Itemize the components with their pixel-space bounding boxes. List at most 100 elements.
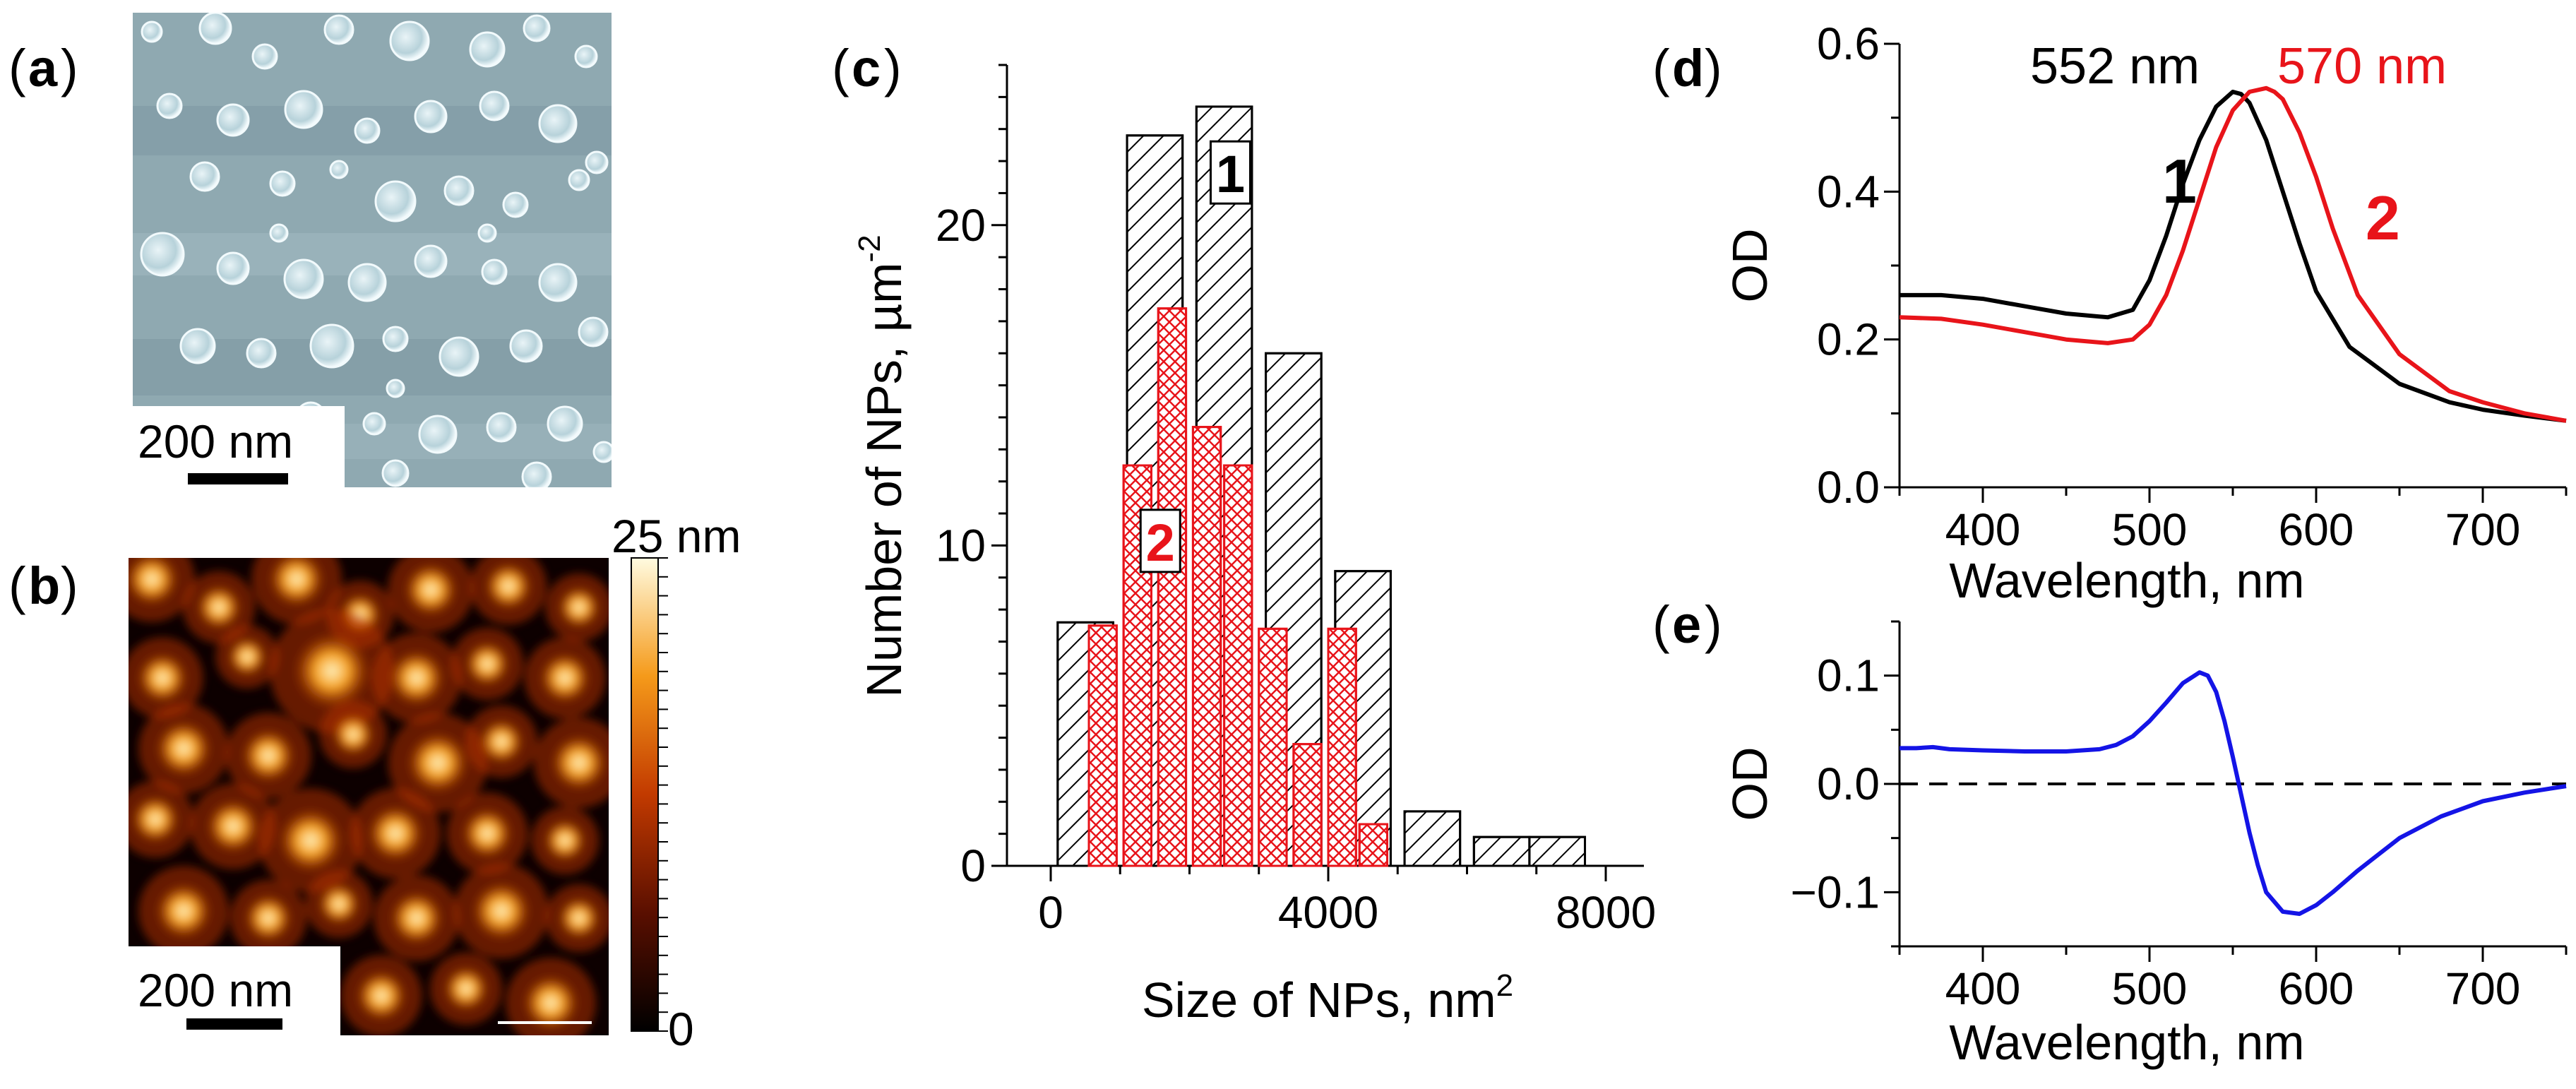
sem-particle	[140, 232, 185, 277]
svg-text:(: (	[8, 557, 26, 615]
series-label: 1	[2162, 146, 2197, 216]
scale-bar	[188, 473, 288, 484]
sem-particle	[269, 170, 296, 197]
afm-particle	[155, 883, 212, 939]
x-tick-label: 500	[2112, 504, 2188, 555]
x-tick-label: 500	[2112, 963, 2188, 1014]
panel-a: ( a ) 200 nm	[8, 13, 612, 491]
svg-text:c: c	[852, 39, 881, 97]
color-bar-max-label: 25 nm	[612, 510, 741, 562]
sem-particle	[156, 93, 183, 119]
afm-particle	[484, 562, 532, 610]
svg-text:(: (	[1652, 595, 1670, 654]
x-tick-label: 8000	[1556, 887, 1656, 938]
afm-particle	[544, 819, 586, 862]
histogram-bar	[1292, 743, 1323, 867]
x-axis-label-sup: 2	[1496, 968, 1513, 1003]
x-axis-label-text: Size of NPs, nm	[1142, 972, 1496, 1028]
afm-particle	[443, 966, 489, 1011]
sem-particle	[246, 338, 277, 369]
color-bar-ticks	[658, 557, 668, 1032]
y-axis-label: OD	[1722, 229, 1777, 303]
svg-text:): )	[61, 39, 78, 97]
panel-d: ( d ) 0.0 0.2 0.4 0.6 400 500 600 700 552 nm 570 …	[1652, 18, 2568, 608]
histogram-bar	[1157, 307, 1188, 867]
histogram-bar	[1528, 835, 1587, 867]
afm-particle	[244, 894, 292, 942]
sem-particle	[329, 160, 349, 179]
histogram-bar	[1472, 835, 1531, 867]
afm-particle	[227, 637, 267, 677]
sem-particle	[216, 103, 250, 137]
series-2	[1087, 307, 1389, 867]
difference-chart: 0.1 0.0 −0.1 400 500 600 700 Wavelength, nm OD	[1722, 620, 2568, 1070]
afm-particle	[407, 732, 469, 794]
sem-particle	[481, 258, 508, 285]
svg-text:): )	[1705, 39, 1722, 97]
sem-particle	[418, 415, 458, 454]
afm-particle	[293, 632, 371, 710]
afm-particle	[332, 713, 374, 756]
panel-a-label: ( a )	[8, 39, 78, 97]
svg-text:): )	[61, 557, 78, 615]
sem-particle	[523, 14, 551, 42]
panel-e: ( e ) 0.1 0.0 −0.1 400 500 600 700 Wavelength, …	[1652, 595, 2568, 1070]
afm-particle	[367, 805, 424, 862]
color-bar-min-label: 0	[668, 1003, 694, 1055]
afm-particle	[404, 563, 458, 617]
sem-particle	[141, 20, 163, 43]
y-tick-label: 0.0	[1817, 758, 1880, 809]
x-tick-label: 600	[2279, 963, 2354, 1014]
y-tick-label: 0	[960, 840, 986, 891]
x-tick-label: 400	[1945, 963, 2021, 1014]
y-axis-label: Number of NPs, µm-2	[852, 234, 912, 697]
afm-particle	[472, 881, 531, 941]
series-label: 1	[1216, 145, 1245, 203]
histogram-bar	[1223, 464, 1253, 867]
sem-particle	[477, 223, 497, 243]
y-axis-label: OD	[1722, 747, 1777, 821]
afm-particle	[523, 975, 579, 1031]
sem-particle	[354, 117, 381, 144]
sem-particle	[374, 180, 417, 222]
sem-particle	[198, 13, 232, 45]
histogram-bar	[1087, 624, 1118, 867]
afm-particle	[465, 641, 510, 686]
histogram-bar	[1327, 627, 1357, 867]
histogram-bar	[1403, 810, 1462, 867]
afm-particle	[558, 586, 600, 629]
x-tick-label: 700	[2445, 963, 2521, 1014]
y-tick-label: 10	[936, 520, 986, 571]
afm-particle	[268, 558, 325, 607]
sem-particle	[362, 412, 386, 436]
sem-particle	[521, 461, 552, 487]
sem-particle	[585, 150, 609, 174]
afm-particle	[558, 897, 600, 939]
histogram-bar	[1358, 823, 1389, 867]
panel-e-label: ( e )	[1652, 595, 1722, 654]
sem-particle	[347, 263, 387, 302]
sem-particle	[469, 31, 506, 68]
sem-particle	[284, 90, 323, 129]
svg-text:(: (	[1652, 39, 1670, 97]
x-tick-label: 600	[2279, 504, 2354, 555]
panel-c-label: ( c )	[832, 39, 902, 97]
sem-particle	[547, 405, 583, 442]
afm-particle	[551, 734, 607, 791]
afm-particle	[388, 650, 445, 706]
svg-text:e: e	[1672, 595, 1701, 654]
svg-text:(: (	[832, 39, 849, 97]
afm-particle	[479, 719, 524, 764]
sem-particle	[386, 379, 405, 398]
afm-particle	[131, 795, 179, 843]
sem-particles	[140, 13, 612, 487]
afm-particle	[539, 653, 590, 703]
svg-text:): )	[1705, 595, 1722, 654]
sem-particle	[574, 44, 598, 69]
y-tick-label: 0.4	[1817, 166, 1880, 217]
afm-particle	[129, 558, 179, 606]
series-label-box	[1209, 140, 1251, 205]
x-tick-label: 0	[1038, 887, 1063, 938]
panel-d-label: ( d )	[1652, 39, 1722, 97]
